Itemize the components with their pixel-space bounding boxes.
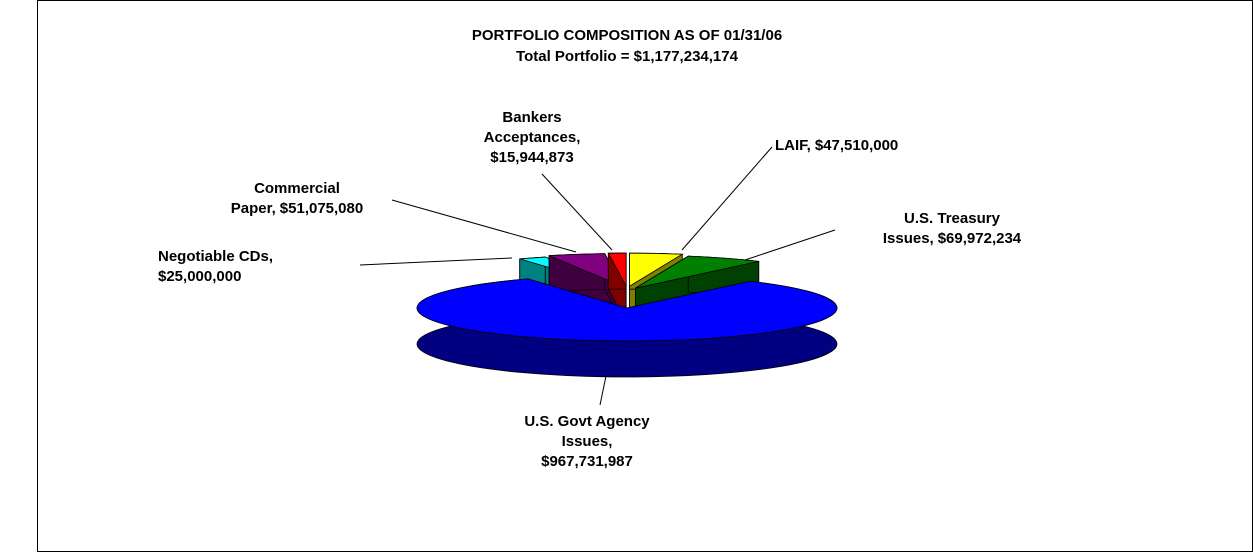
chart-subtitle: Total Portfolio = $1,177,234,174 xyxy=(516,48,739,65)
slice xyxy=(548,253,624,288)
value-label: $25,000,000 xyxy=(158,268,241,285)
leader-line xyxy=(391,199,577,253)
value-label: $15,944,873 xyxy=(490,149,573,166)
category-label: U.S. Treasury xyxy=(904,210,1001,227)
slice-label: Negotiable CDs, $25,000,000 xyxy=(158,248,273,285)
slice-label: U.S. Treasury Issues, $69,972,234 xyxy=(883,210,1022,247)
value-label: $69,972,234 xyxy=(938,230,1022,247)
category-label: Commercial xyxy=(254,180,340,197)
category-label: Bankers xyxy=(502,109,561,126)
leader-line xyxy=(744,229,836,261)
slice xyxy=(416,278,838,342)
leader-line xyxy=(541,173,613,251)
category-label: U.S. Govt Agency xyxy=(524,413,650,430)
slice-label: LAIF, $47,510,000 xyxy=(775,137,898,154)
value-label: $967,731,987 xyxy=(541,453,633,470)
slice xyxy=(607,252,627,287)
slice-label: U.S. Govt Agency Issues, $967,731,987 xyxy=(524,413,650,470)
category-label: Negotiable CDs, xyxy=(158,248,273,265)
category-label: Paper, xyxy=(231,200,276,217)
slice-label: Commercial Paper, $51,075,080 xyxy=(231,180,363,217)
category-label: LAIF, xyxy=(775,137,811,154)
slice xyxy=(629,252,684,287)
value-label: $51,075,080 xyxy=(280,200,363,217)
slice-label: Bankers Acceptances, $15,944,873 xyxy=(484,109,581,166)
category-label: Issues, xyxy=(883,230,934,247)
slice xyxy=(635,255,759,289)
value-label: $47,510,000 xyxy=(815,137,898,154)
leader-line xyxy=(681,146,773,251)
category-label: Acceptances, xyxy=(484,129,581,146)
leader-line xyxy=(599,375,607,406)
leader-line xyxy=(359,257,513,266)
category-label: Issues, xyxy=(562,433,613,450)
chart-title: PORTFOLIO COMPOSITION AS OF 01/31/06 xyxy=(472,27,782,44)
